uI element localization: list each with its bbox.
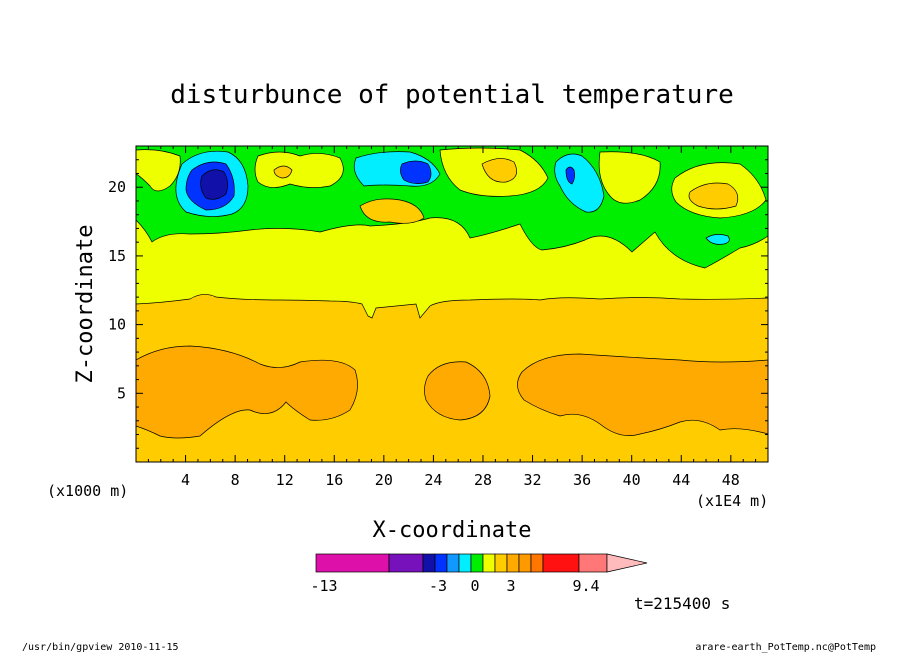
colorbar-segment bbox=[494, 553, 508, 573]
colorbar-tick-label: 3 bbox=[506, 577, 515, 595]
orange-cell-upper-far-right bbox=[688, 182, 739, 210]
colorbar-segment bbox=[434, 553, 448, 573]
colorbar-segment bbox=[578, 553, 608, 573]
y-tick-label: 5 bbox=[117, 384, 126, 402]
footer-right: arare-earth_PotTemp.nc@PotTemp bbox=[695, 642, 876, 653]
colorbar-segment bbox=[542, 553, 580, 573]
yellow-pocket-left bbox=[136, 149, 181, 192]
blue-cell-mid bbox=[400, 160, 432, 184]
colorbar: -13 -3 0 3 9.4 bbox=[310, 553, 648, 595]
time-label: t=215400 s bbox=[634, 594, 730, 613]
blue-cell-right bbox=[565, 166, 576, 185]
plot-frame bbox=[135, 145, 769, 463]
x-tick-label: 12 bbox=[276, 471, 294, 489]
colorbar-segment bbox=[482, 553, 496, 573]
colorbar-segment bbox=[506, 553, 520, 573]
x-axis: 4 8 12 16 20 24 28 32 36 40 44 48 bbox=[147, 146, 757, 489]
x-tick-label: 40 bbox=[623, 471, 641, 489]
x-scale-label: (x1E4 m) bbox=[696, 492, 768, 510]
x-tick-label: 32 bbox=[524, 471, 542, 489]
colorbar-segment bbox=[530, 553, 544, 573]
x-tick-label: 48 bbox=[722, 471, 740, 489]
yellow-pocket-right bbox=[598, 151, 661, 204]
colorbar-segment bbox=[470, 553, 484, 573]
colorbar-segment bbox=[422, 553, 436, 573]
x-tick-label: 8 bbox=[231, 471, 240, 489]
colorbar-segment bbox=[446, 553, 460, 573]
colorbar-segment bbox=[518, 553, 532, 573]
cyan-cell-far-right bbox=[705, 234, 730, 245]
x-tick-label: 20 bbox=[375, 471, 393, 489]
orange-cell-upper-left bbox=[273, 165, 293, 179]
colorbar-tick-label: 9.4 bbox=[572, 577, 599, 595]
y-tick-label: 15 bbox=[108, 247, 126, 265]
dark-orange-center-cell bbox=[424, 361, 491, 421]
colorbar-arrow bbox=[606, 553, 648, 573]
colorbar-segment bbox=[458, 553, 472, 573]
dark-orange-band-left bbox=[136, 345, 358, 439]
y-axis-label: Z-coordinate bbox=[73, 225, 98, 384]
chart-title: disturbunce of potential temperature bbox=[170, 80, 734, 110]
x-tick-label: 36 bbox=[573, 471, 591, 489]
colorbar-tick-label: -3 bbox=[429, 577, 447, 595]
x-tick-label: 16 bbox=[325, 471, 343, 489]
dark-orange-band-right bbox=[517, 353, 768, 436]
x-tick-label: 44 bbox=[672, 471, 690, 489]
x-tick-label: 4 bbox=[181, 471, 190, 489]
colorbar-tick-label: 0 bbox=[470, 577, 479, 595]
colorbar-segment bbox=[388, 553, 424, 573]
x-tick-label: 24 bbox=[424, 471, 442, 489]
orange-cell-upper-center bbox=[481, 158, 517, 183]
x-unit-label: (x1000 m) bbox=[47, 482, 128, 500]
colorbar-tick-label: -13 bbox=[310, 577, 337, 595]
plot-area bbox=[136, 146, 768, 462]
orange-cell-upper-mid bbox=[359, 198, 425, 224]
x-tick-label: 28 bbox=[474, 471, 492, 489]
navy-cell-left bbox=[200, 169, 228, 200]
yellow-pocket-mid bbox=[254, 151, 344, 188]
y-axis: 5 10 15 20 bbox=[108, 159, 768, 449]
colorbar-segment bbox=[315, 553, 390, 573]
footer-left: /usr/bin/gpview 2010-11-15 bbox=[22, 642, 179, 653]
x-axis-label: X-coordinate bbox=[373, 518, 532, 543]
y-tick-label: 20 bbox=[108, 178, 126, 196]
y-tick-label: 10 bbox=[108, 316, 126, 334]
